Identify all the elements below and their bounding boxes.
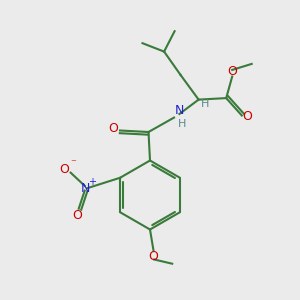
Text: O: O (72, 209, 82, 222)
Text: N: N (81, 182, 90, 195)
Text: +: + (88, 177, 97, 187)
Text: H: H (178, 119, 186, 129)
Text: O: O (227, 64, 237, 78)
Text: O: O (242, 110, 252, 124)
Text: N: N (174, 104, 184, 117)
Text: O: O (59, 163, 69, 176)
Text: O: O (149, 250, 158, 263)
Text: O: O (109, 122, 118, 136)
Text: H: H (201, 99, 209, 109)
Text: ⁻: ⁻ (70, 159, 76, 169)
